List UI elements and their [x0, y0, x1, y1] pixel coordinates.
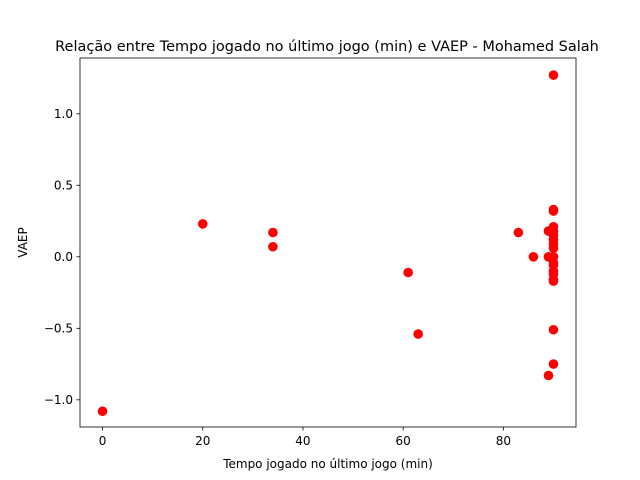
plot-frame: [79, 57, 577, 428]
data-point: [197, 219, 208, 229]
x-tick-label: 0: [99, 434, 107, 448]
data-point: [413, 329, 423, 339]
data-point: [548, 243, 559, 254]
data-point: [548, 324, 559, 335]
y-tick-label: 0.0: [54, 250, 73, 264]
axis-ticks: 0 20 40 60 80 −1.0 −0.5 0.0 0.5 1.0: [44, 107, 511, 448]
data-point: [548, 276, 559, 286]
data-points: [97, 70, 559, 417]
y-tick-label: 1.0: [54, 107, 73, 121]
x-tick-label: 20: [195, 434, 210, 448]
data-point: [548, 206, 559, 216]
y-tick-label: 0.5: [54, 179, 73, 193]
data-point: [543, 370, 554, 381]
data-point: [548, 70, 559, 80]
data-point: [268, 241, 278, 252]
data-point: [403, 267, 413, 278]
data-point: [513, 227, 524, 238]
plot-area: [80, 58, 576, 427]
x-axis-label: Tempo jogado no último jogo (min): [222, 457, 433, 471]
y-axis-label: VAEP: [16, 227, 30, 257]
data-point: [97, 406, 108, 417]
x-tick-label: 40: [295, 434, 310, 448]
x-tick-label: 60: [396, 434, 411, 448]
data-point: [268, 227, 278, 238]
y-tick-label: −1.0: [44, 393, 73, 407]
x-tick-label: 80: [496, 434, 511, 448]
chart-title: Relação entre Tempo jogado no último jog…: [55, 39, 599, 55]
y-tick-label: −0.5: [44, 322, 73, 336]
data-point: [548, 359, 559, 369]
data-point: [528, 252, 539, 262]
